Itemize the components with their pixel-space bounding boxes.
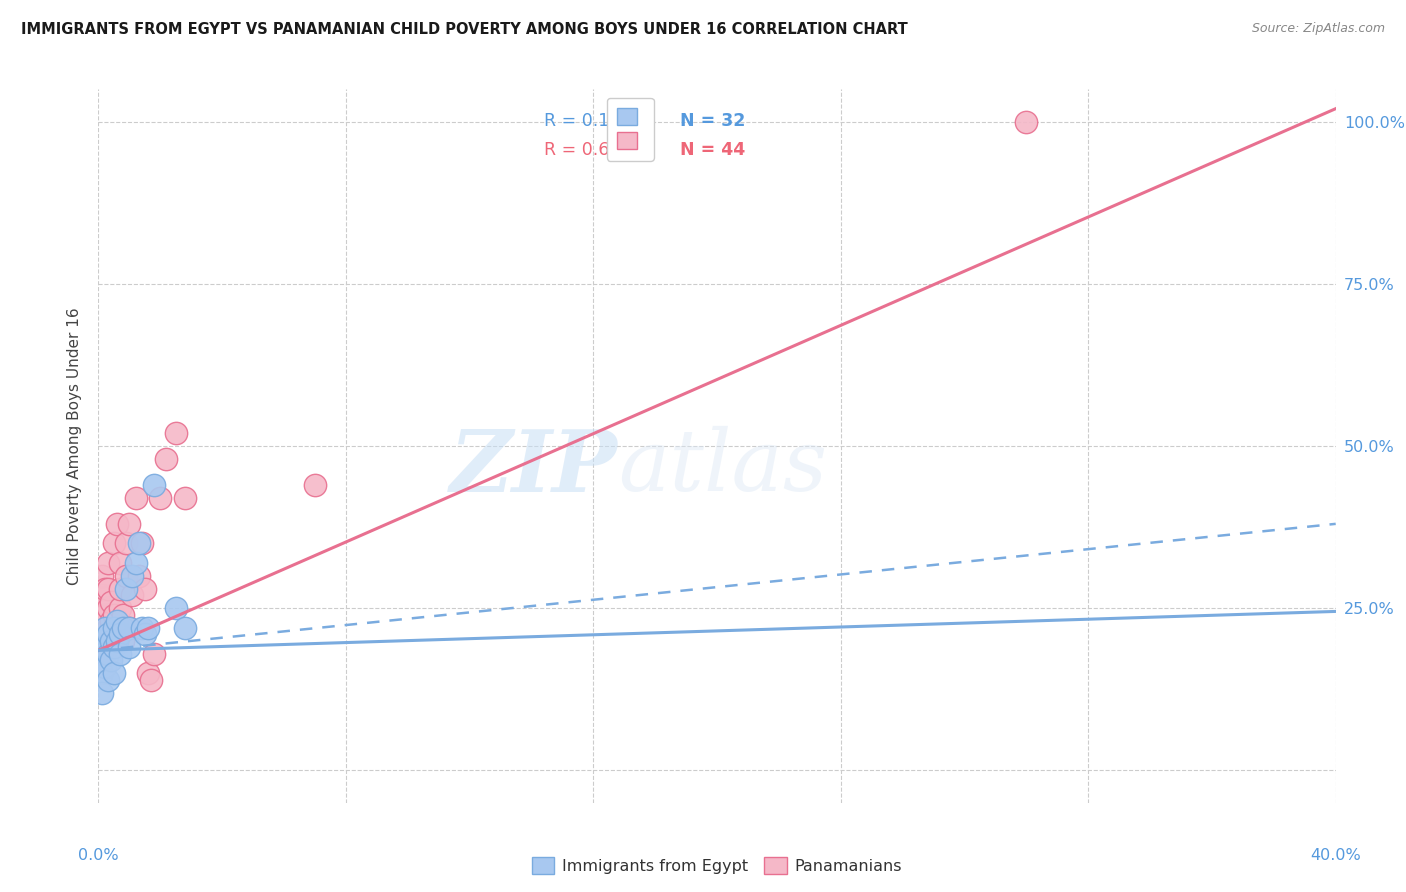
Point	[115, 536, 138, 550]
Point	[97, 582, 120, 596]
Point	[118, 621, 141, 635]
Point	[115, 582, 138, 596]
Point	[103, 536, 125, 550]
Text: N = 32: N = 32	[681, 112, 745, 130]
Point	[90, 633, 112, 648]
Point	[105, 516, 128, 531]
Point	[124, 556, 146, 570]
Point	[103, 666, 125, 681]
Point	[105, 614, 128, 628]
Point	[100, 653, 122, 667]
Point	[90, 685, 112, 699]
Text: N = 44: N = 44	[681, 141, 745, 159]
Point	[93, 659, 115, 673]
Point	[128, 536, 150, 550]
Point	[134, 582, 156, 596]
Point	[103, 621, 125, 635]
Point	[108, 556, 131, 570]
Point	[100, 633, 122, 648]
Point	[1015, 114, 1038, 128]
Point	[100, 614, 122, 628]
Point	[131, 621, 153, 635]
Point	[174, 491, 197, 505]
Point	[90, 601, 112, 615]
Text: R = 0.676: R = 0.676	[544, 141, 631, 159]
Point	[112, 607, 135, 622]
Point	[143, 647, 166, 661]
Point	[97, 601, 120, 615]
Point	[103, 627, 125, 641]
Point	[93, 621, 115, 635]
Legend: Immigrants from Egypt, Panamanians: Immigrants from Egypt, Panamanians	[526, 851, 908, 880]
Point	[97, 556, 120, 570]
Point	[93, 647, 115, 661]
Point	[112, 633, 135, 648]
Point	[112, 621, 135, 635]
Text: ZIP: ZIP	[450, 425, 619, 509]
Point	[103, 607, 125, 622]
Point	[93, 607, 115, 622]
Point	[136, 621, 159, 635]
Point	[105, 633, 128, 648]
Point	[165, 425, 187, 440]
Point	[121, 568, 143, 582]
Text: IMMIGRANTS FROM EGYPT VS PANAMANIAN CHILD POVERTY AMONG BOYS UNDER 16 CORRELATIO: IMMIGRANTS FROM EGYPT VS PANAMANIAN CHIL…	[21, 22, 908, 37]
Point	[128, 568, 150, 582]
Point	[90, 647, 112, 661]
Point	[100, 633, 122, 648]
Point	[105, 621, 128, 635]
Point	[143, 478, 166, 492]
Point	[93, 582, 115, 596]
Point	[108, 601, 131, 615]
Point	[134, 627, 156, 641]
Point	[97, 621, 120, 635]
Text: Source: ZipAtlas.com: Source: ZipAtlas.com	[1251, 22, 1385, 36]
Point	[165, 601, 187, 615]
Point	[108, 627, 131, 641]
Text: R = 0.140: R = 0.140	[544, 112, 631, 130]
Point	[118, 621, 141, 635]
Point	[108, 647, 131, 661]
Point	[155, 452, 177, 467]
Point	[149, 491, 172, 505]
Point	[121, 588, 143, 602]
Point	[90, 621, 112, 635]
Point	[139, 673, 162, 687]
Point	[90, 633, 112, 648]
Point	[97, 673, 120, 687]
Point	[118, 640, 141, 654]
Point	[103, 640, 125, 654]
Point	[93, 640, 115, 654]
Point	[174, 621, 197, 635]
Point	[90, 588, 112, 602]
Text: 0.0%: 0.0%	[79, 848, 118, 863]
Point	[93, 627, 115, 641]
Y-axis label: Child Poverty Among Boys Under 16: Child Poverty Among Boys Under 16	[66, 307, 82, 585]
Point	[90, 666, 112, 681]
Point	[90, 568, 112, 582]
Point	[124, 491, 146, 505]
Point	[100, 595, 122, 609]
Point	[131, 536, 153, 550]
Point	[304, 478, 326, 492]
Point	[97, 627, 120, 641]
Point	[97, 647, 120, 661]
Text: atlas: atlas	[619, 426, 827, 508]
Point	[136, 666, 159, 681]
Point	[108, 582, 131, 596]
Point	[118, 516, 141, 531]
Text: 40.0%: 40.0%	[1310, 848, 1361, 863]
Point	[115, 568, 138, 582]
